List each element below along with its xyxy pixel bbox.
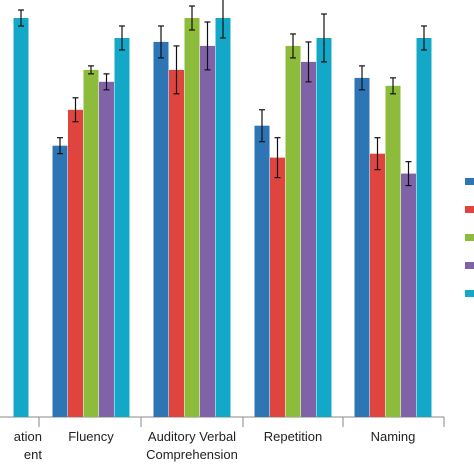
bar xyxy=(114,38,130,417)
bar xyxy=(385,85,401,418)
category-label: ation xyxy=(14,429,42,444)
bar xyxy=(285,45,301,418)
bar xyxy=(184,18,200,417)
bar xyxy=(68,109,83,418)
category-labels: ation ent Fluency Auditory Verbal Comprehens… xyxy=(14,429,416,462)
error-bars-layer xyxy=(18,0,427,187)
bar xyxy=(99,81,114,418)
category-label: ent xyxy=(24,447,42,462)
category-label: Auditory Verbal xyxy=(148,429,236,444)
legend xyxy=(465,178,474,297)
bar xyxy=(52,145,68,417)
bar xyxy=(153,41,169,418)
bar xyxy=(215,18,231,417)
legend-swatch xyxy=(465,262,474,269)
bar xyxy=(169,69,184,418)
legend-swatch xyxy=(465,290,474,297)
legend-swatch xyxy=(465,178,474,185)
bar xyxy=(83,69,99,418)
bar xyxy=(13,18,29,417)
bar xyxy=(301,61,316,418)
bars-layer xyxy=(13,18,432,418)
category-label: Repetition xyxy=(264,429,323,444)
bar xyxy=(370,153,385,417)
bar xyxy=(270,157,285,417)
bar xyxy=(416,38,432,417)
bar xyxy=(401,173,416,417)
bar xyxy=(316,38,332,417)
category-label: Comprehension xyxy=(146,447,238,462)
legend-swatch xyxy=(465,234,474,241)
category-label: Fluency xyxy=(68,429,114,444)
bar xyxy=(254,125,270,417)
bar xyxy=(354,77,370,418)
bar xyxy=(200,45,215,418)
category-label: Naming xyxy=(371,429,416,444)
legend-swatch xyxy=(465,206,474,213)
x-axis-ticks xyxy=(38,417,445,427)
